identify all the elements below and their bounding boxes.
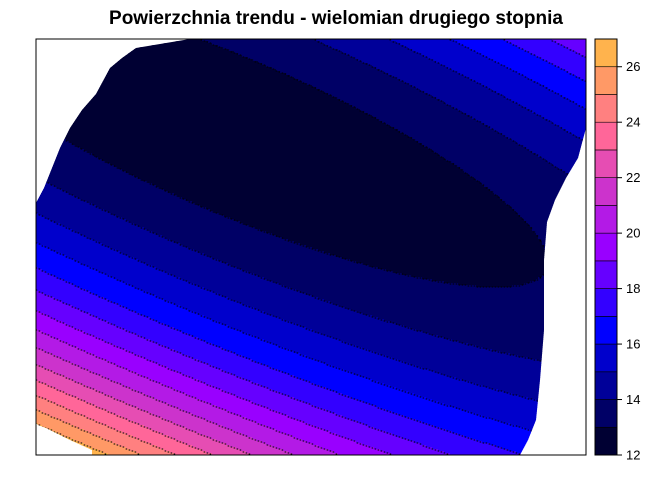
legend-tick-label: 26: [626, 59, 640, 74]
legend-tick-label: 22: [626, 170, 640, 185]
plot-frame: [35, 38, 587, 456]
legend-band: [594, 288, 618, 317]
legend-band: [594, 426, 618, 456]
legend-band: [594, 260, 618, 289]
legend-band: [594, 66, 618, 95]
legend-band: [594, 371, 618, 400]
color-legend: 12 14 16 18 20 22 24 26: [594, 38, 640, 463]
legend-band: [594, 121, 618, 151]
legend-frame: [594, 38, 618, 456]
surface-fill: [36, 39, 586, 455]
chart-title: Powierzchnia trendu - wielomian drugiego…: [109, 8, 563, 29]
legend-band: [594, 38, 618, 68]
legend-band: [594, 205, 618, 234]
legend-tick-label: 14: [626, 392, 640, 407]
legend-band: [594, 94, 618, 123]
legend-band: [594, 149, 618, 178]
legend-tick-label: 16: [626, 337, 640, 352]
legend-band: [594, 177, 618, 206]
legend-band: [594, 399, 618, 428]
legend-band: [594, 316, 618, 345]
legend-band: [594, 343, 618, 373]
legend-band: [594, 232, 618, 262]
legend-tick-label: 12: [626, 448, 640, 463]
legend-tick-label: 18: [626, 281, 640, 296]
plot-area: [36, 39, 586, 455]
legend-tick-label: 24: [626, 115, 640, 130]
legend-tick-label: 20: [626, 226, 640, 241]
